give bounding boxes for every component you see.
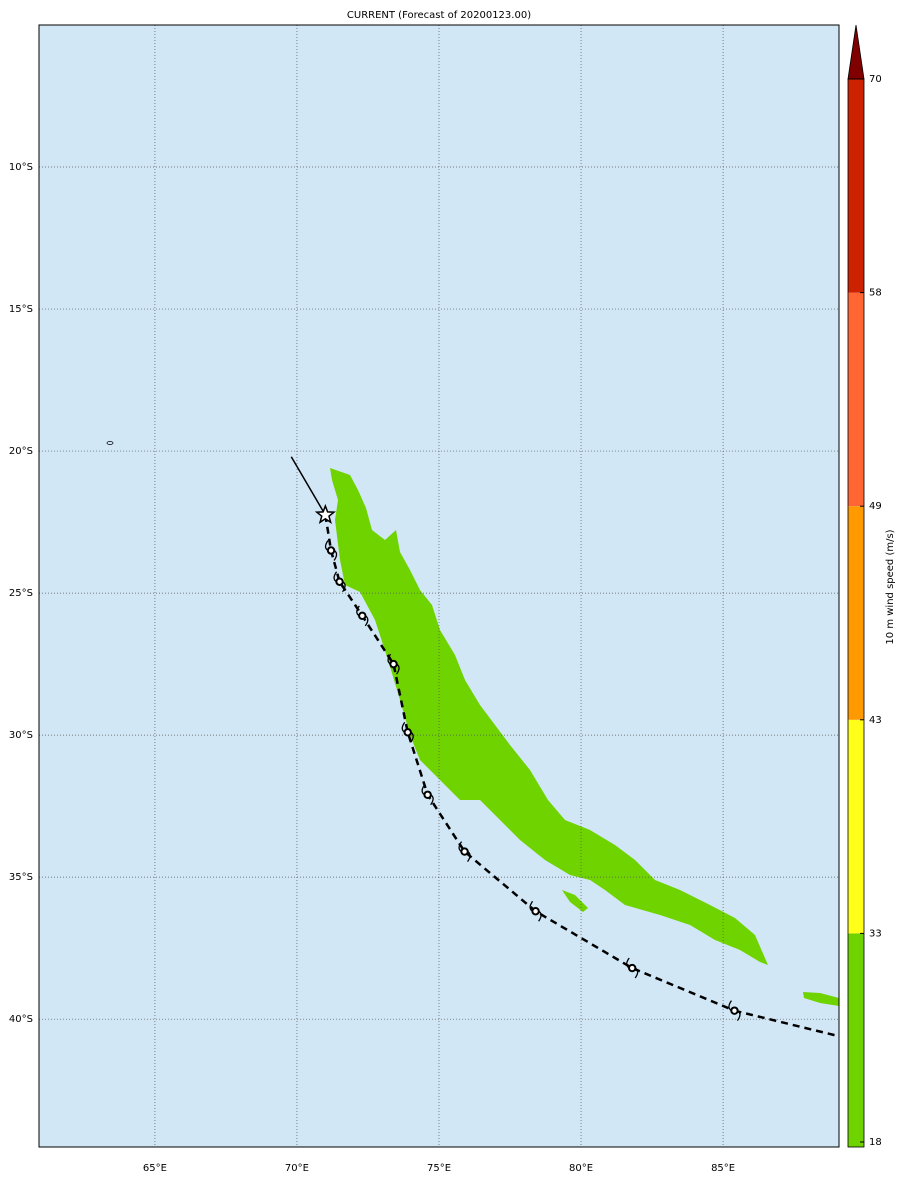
colorbar-frame: [847, 78, 865, 1148]
cyclone-eye: [403, 728, 412, 737]
grid: [39, 25, 839, 1147]
colorbar-bin: [848, 79, 864, 293]
cyclone-symbol: [333, 571, 346, 593]
cyclone-eye: [335, 577, 344, 586]
past-track: [290, 456, 327, 516]
wind-area: [562, 890, 588, 912]
cyclone-eye: [627, 963, 637, 973]
colorbar-tick-label: 58: [869, 288, 882, 299]
colorbar-extend: [847, 24, 865, 80]
cyclone-symbol: [401, 721, 414, 743]
y-tick-label: 10°S: [9, 162, 33, 173]
cyclone-symbol: [421, 784, 434, 806]
cyclone-symbol: [529, 900, 542, 922]
colorbar-tick-label: 43: [869, 715, 882, 726]
x-tick-label: 80°E: [569, 1163, 593, 1174]
colorbar-label: 10 m wind speed (m/s): [885, 529, 896, 644]
colorbar-tick-label: 18: [869, 1137, 882, 1148]
x-tick-label: 65°E: [143, 1163, 167, 1174]
colorbar-bin: [848, 933, 864, 1147]
y-tick-label: 30°S: [9, 730, 33, 741]
forecast-track-segment: [734, 1009, 840, 1038]
cyclone-symbol: [324, 540, 338, 561]
colorbar-tick-label: 49: [869, 501, 882, 512]
cyclone-eye: [389, 659, 398, 669]
x-tick-label: 85°E: [711, 1163, 735, 1174]
cyclone-symbol: [356, 605, 369, 627]
colorbar: 18 33 43 49 58 70: [847, 24, 882, 1148]
cyclone-eye: [531, 907, 540, 916]
colorbar-bin: [848, 292, 864, 507]
x-tick-label: 75°E: [427, 1163, 451, 1174]
forecast-track: [329, 550, 735, 1012]
cyclone-symbol: [626, 957, 639, 979]
wind-field: [330, 468, 839, 1006]
y-tick-label: 35°S: [9, 872, 33, 883]
storm-track: [290, 456, 840, 1038]
colorbar-tick-label: 33: [869, 928, 882, 939]
colorbar-tick-label: 70: [869, 74, 882, 85]
cyclone-eye: [358, 611, 367, 621]
y-tick-label: 20°S: [9, 446, 33, 457]
x-tick-label: 70°E: [285, 1163, 309, 1174]
wind-area: [803, 992, 839, 1006]
y-tick-label: 25°S: [9, 588, 33, 599]
cyclone-eye: [326, 546, 336, 555]
map-frame: [38, 24, 840, 1148]
cyclone-symbol: [458, 841, 471, 862]
cyclone-eye: [423, 790, 432, 799]
wind-area: [330, 468, 768, 965]
cyclone-symbol: [387, 653, 400, 675]
y-tick-label: 15°S: [9, 304, 33, 315]
colorbar-bin: [848, 719, 864, 934]
map-title: CURRENT (Forecast of 20200123.00): [347, 10, 531, 21]
y-tick-label: 40°S: [9, 1014, 33, 1025]
forecast-track-segment: [324, 514, 333, 551]
current-position: [314, 503, 336, 524]
cyclone-eye: [730, 1006, 739, 1015]
cyclone-symbol: [728, 1000, 741, 1022]
cyclone-eye: [460, 847, 469, 856]
island: [106, 441, 114, 445]
colorbar-bin: [848, 506, 864, 720]
